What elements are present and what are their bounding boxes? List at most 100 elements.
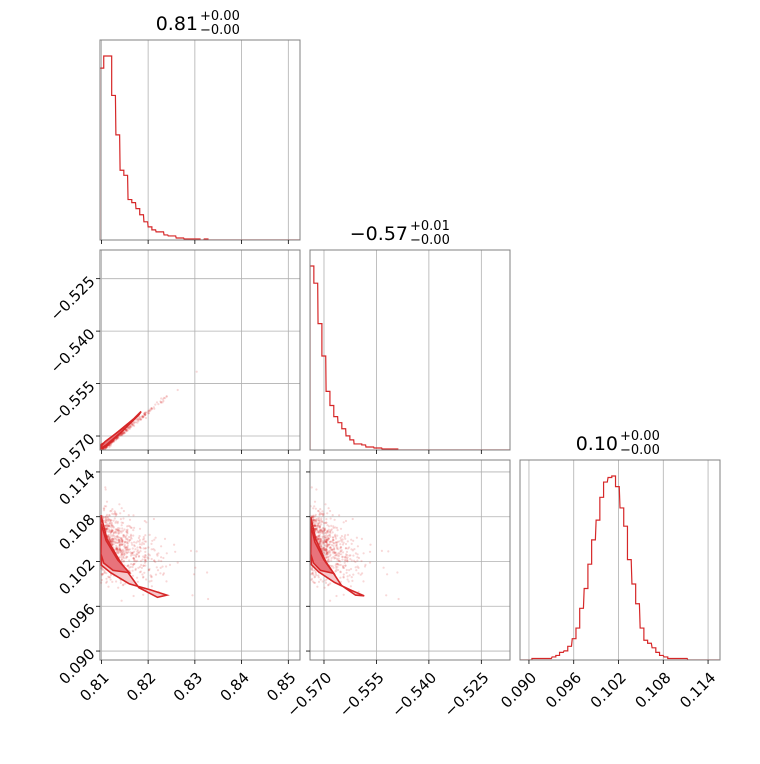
sample-point — [111, 508, 114, 511]
sample-point — [161, 565, 164, 568]
sample-point — [325, 521, 328, 525]
sample-point — [324, 557, 327, 560]
sample-point — [319, 531, 322, 534]
sample-point — [119, 549, 122, 552]
histogram-1 — [310, 265, 510, 450]
sample-point — [344, 547, 347, 550]
sample-point — [191, 594, 194, 597]
sample-point — [316, 585, 319, 588]
sample-point — [328, 534, 331, 537]
sample-point — [126, 540, 129, 544]
sample-point — [122, 521, 125, 525]
sample-point — [130, 537, 133, 540]
sample-point — [315, 527, 318, 531]
sample-point — [310, 568, 313, 571]
sample-point — [325, 534, 328, 537]
sample-point — [104, 515, 107, 519]
sample-point — [109, 510, 112, 513]
sample-point — [317, 538, 320, 541]
sample-point — [129, 551, 132, 554]
sample-point — [111, 543, 114, 546]
sample-point — [327, 534, 330, 537]
sample-point — [319, 545, 322, 548]
sample-point — [350, 559, 353, 562]
sample-point — [121, 584, 124, 587]
sample-point — [312, 519, 315, 522]
sample-point — [115, 549, 118, 552]
sample-point — [142, 564, 145, 567]
sample-point — [142, 412, 146, 416]
sample-point — [109, 521, 112, 524]
sample-point — [106, 534, 109, 537]
sample-point — [317, 516, 321, 520]
sample-point — [311, 517, 314, 520]
sample-point — [136, 418, 139, 421]
sample-point — [127, 565, 130, 568]
sample-point — [136, 553, 139, 556]
title-lower-error: −0.00 — [200, 23, 240, 38]
sample-point — [340, 553, 343, 556]
sample-point — [195, 550, 198, 553]
sample-point — [123, 553, 126, 556]
sample-point — [313, 581, 316, 584]
sample-point — [107, 538, 110, 541]
sample-point — [140, 566, 143, 570]
sample-point — [144, 550, 147, 554]
sample-point — [328, 540, 331, 544]
sample-point — [131, 543, 134, 546]
sample-point — [107, 518, 110, 521]
sample-point — [315, 526, 319, 530]
sample-point — [135, 555, 138, 559]
sample-point — [174, 550, 177, 553]
sample-point — [315, 518, 318, 521]
sample-point — [336, 562, 339, 565]
sample-point — [316, 537, 320, 541]
sample-point — [101, 568, 104, 571]
sample-point — [321, 530, 324, 533]
sample-point — [118, 539, 121, 542]
sample-point — [328, 543, 331, 546]
sample-point — [315, 528, 319, 531]
sample-point — [355, 536, 358, 539]
sample-point — [110, 529, 113, 532]
sample-point — [335, 565, 338, 569]
sample-point — [144, 413, 147, 416]
sample-point — [117, 437, 120, 440]
sample-point — [117, 540, 120, 544]
sample-point — [120, 541, 124, 544]
sample-point — [334, 526, 337, 529]
sample-point — [325, 548, 328, 551]
sample-point — [328, 546, 331, 550]
sample-point — [314, 518, 317, 522]
sample-point — [120, 521, 123, 524]
sample-point — [147, 546, 150, 549]
sample-point — [344, 564, 347, 567]
sample-point — [137, 555, 140, 558]
sample-point — [136, 559, 139, 563]
sample-point — [110, 524, 113, 527]
sample-point — [334, 551, 338, 554]
sample-point — [325, 544, 328, 547]
y-tick-label-p1: −0.525 — [47, 272, 99, 324]
sample-point — [192, 573, 196, 576]
sample-point — [104, 486, 107, 489]
sample-point — [120, 543, 124, 546]
sample-point — [329, 547, 332, 550]
sample-point — [325, 549, 328, 552]
sample-point — [150, 585, 153, 588]
sample-point — [144, 560, 147, 563]
sample-point — [146, 411, 149, 414]
sample-point — [133, 562, 136, 565]
sample-point — [122, 534, 125, 537]
sample-point — [330, 540, 333, 543]
sample-point — [119, 542, 122, 545]
title-upper-error: +0.01 — [410, 219, 450, 234]
sample-point — [123, 543, 126, 547]
sample-point — [127, 524, 130, 528]
sample-point — [314, 515, 317, 518]
sample-point — [165, 580, 168, 583]
sample-point — [125, 552, 128, 555]
sample-point — [330, 543, 333, 547]
sample-point — [351, 517, 354, 521]
sample-point — [120, 434, 123, 437]
